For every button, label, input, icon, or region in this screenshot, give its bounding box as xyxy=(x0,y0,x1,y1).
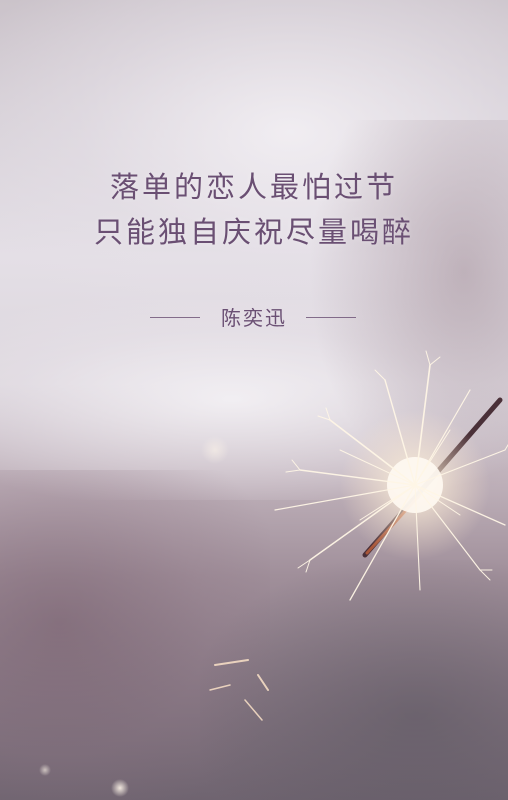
divider-right xyxy=(306,317,356,318)
divider-left xyxy=(150,317,200,318)
embers xyxy=(209,659,269,721)
bottom-shadow xyxy=(200,560,508,800)
artist-name: 陈奕迅 xyxy=(221,306,287,330)
lyric-caption: 落单的恋人最怕过节 只能独自庆祝尽量喝醉 xyxy=(0,165,508,255)
lyric-line-2: 只能独自庆祝尽量喝醉 xyxy=(93,215,414,249)
artist-credit: 陈奕迅 xyxy=(0,302,508,338)
lyric-line-1: 落单的恋人最怕过节 xyxy=(109,170,398,204)
sparks xyxy=(274,350,508,601)
